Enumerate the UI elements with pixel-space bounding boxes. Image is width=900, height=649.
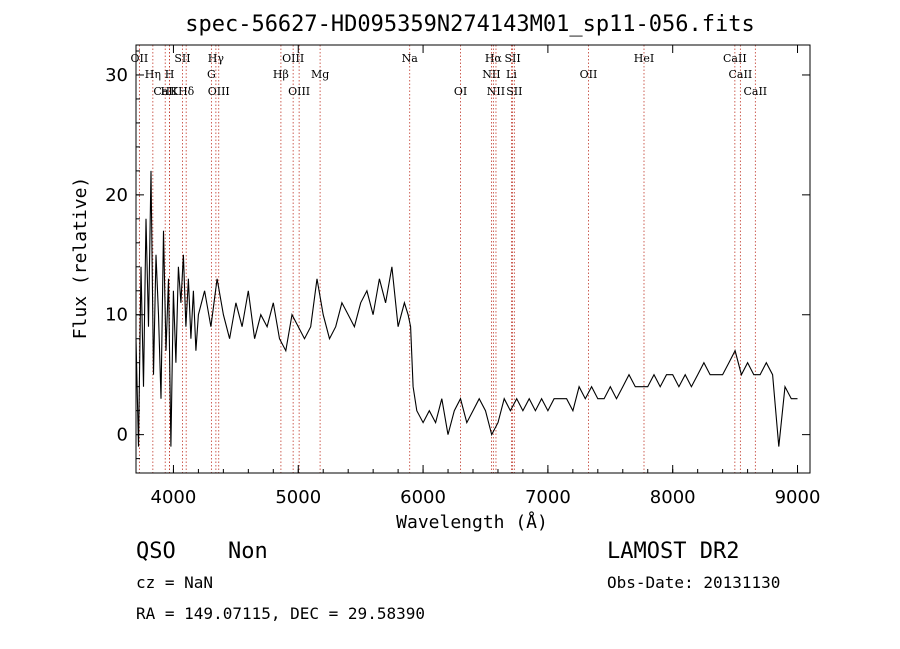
- line-label-22: OII: [580, 68, 598, 81]
- y-tick-label-1: 10: [105, 305, 128, 326]
- x-tick-label-3: 7000: [525, 487, 571, 508]
- chart-title: spec-56627-HD095359N274143M01_sp11-056.f…: [185, 12, 755, 37]
- x-tick-label-4: 8000: [650, 487, 696, 508]
- line-label-23: HeI: [634, 52, 654, 65]
- line-label-0: OII: [131, 52, 149, 65]
- y-axis-ticks: 0 10 20 30: [105, 50, 810, 460]
- line-label-12: OIII: [288, 85, 310, 98]
- line-label-24: CaII: [723, 52, 747, 65]
- x-axis-label: Wavelength (Å): [396, 511, 548, 533]
- line-label-26: CaII: [743, 85, 767, 98]
- x-tick-label-0: 4000: [151, 487, 197, 508]
- line-label-16: Hα: [485, 52, 503, 65]
- line-label-18: NII: [482, 68, 500, 81]
- line-label-8: G: [207, 68, 216, 81]
- line-label-15: OI: [454, 85, 467, 98]
- line-label-2: H: [165, 68, 175, 81]
- line-label-1: Hη: [145, 68, 161, 81]
- spectral-line-markers: [138, 45, 756, 473]
- line-label-3: CaII: [153, 85, 177, 98]
- line-label-20: NII: [487, 85, 505, 98]
- y-axis-label: Flux (relative): [70, 177, 91, 340]
- line-label-17: SII: [504, 52, 520, 65]
- line-label-6: Hδ: [178, 85, 195, 98]
- y-tick-label-3: 30: [105, 65, 128, 86]
- line-label-5: SII: [174, 52, 190, 65]
- object-subclass: Non: [228, 539, 268, 564]
- spectrum-line: [135, 170, 798, 447]
- y-tick-label-0: 0: [117, 425, 128, 446]
- coordinates: RA = 149.07115, DEC = 29.58390: [136, 604, 425, 623]
- observation-date: Obs-Date: 20131130: [607, 573, 780, 592]
- line-label-7: Hγ: [208, 52, 225, 65]
- plot-frame: [135, 44, 811, 474]
- line-label-9: OIII: [208, 85, 230, 98]
- line-label-13: Mg: [311, 68, 329, 81]
- line-label-19: Li: [506, 68, 517, 81]
- line-label-25: CaII: [729, 68, 753, 81]
- redshift-readout: cz = NaN: [136, 573, 213, 592]
- x-tick-label-5: 9000: [775, 487, 821, 508]
- survey-name: LAMOST DR2: [607, 539, 739, 564]
- line-label-4: HK: [161, 85, 180, 98]
- line-label-14: Na: [402, 52, 419, 65]
- x-axis-ticks: 4000 5000 6000 7000 8000 9000: [151, 45, 821, 508]
- line-label-11: Hβ: [273, 68, 289, 81]
- line-label-21: SII: [506, 85, 522, 98]
- line-label-10: OIII: [282, 52, 304, 65]
- y-tick-label-2: 20: [105, 185, 128, 206]
- x-tick-label-1: 5000: [275, 487, 321, 508]
- x-tick-label-2: 6000: [400, 487, 446, 508]
- object-class: QSO: [136, 539, 176, 564]
